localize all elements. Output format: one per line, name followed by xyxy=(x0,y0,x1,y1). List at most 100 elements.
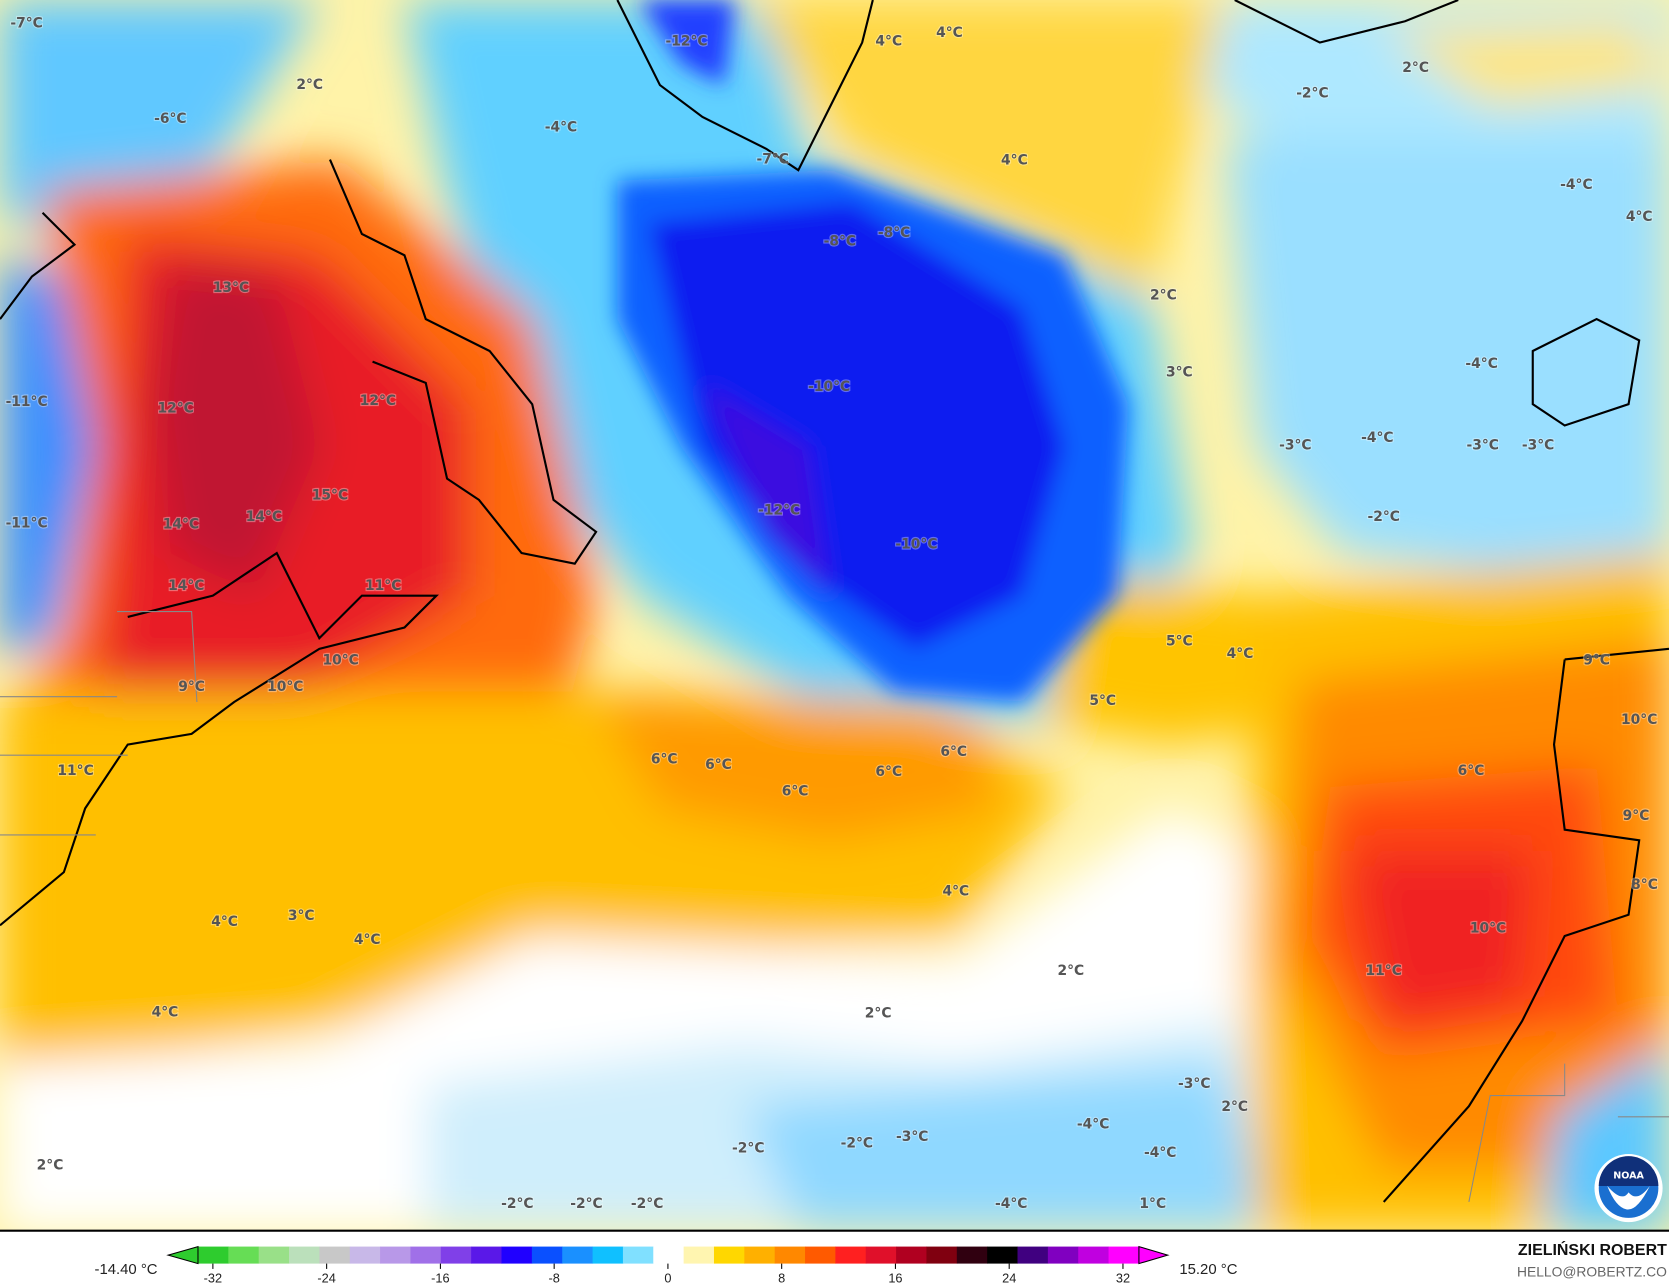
colorbar-swatch xyxy=(471,1246,503,1264)
colorbar-swatch xyxy=(1078,1246,1110,1264)
author-credit: ZIELIŃSKI ROBERT xyxy=(1518,1240,1667,1259)
temperature-label: -3°C xyxy=(1522,438,1554,454)
colorbar-max-label: 15.20 °C xyxy=(1179,1262,1237,1278)
temperature-label: 14°C xyxy=(163,516,199,532)
colorbar-swatch xyxy=(531,1246,563,1264)
colorbar-swatch xyxy=(1017,1246,1049,1264)
colorbar-swatch xyxy=(562,1246,594,1264)
temperature-label: -2°C xyxy=(501,1196,533,1212)
colorbar-tick-label: 24 xyxy=(1002,1271,1016,1286)
temperature-label: 4°C xyxy=(1227,646,1254,662)
colorbar-swatch xyxy=(744,1246,776,1264)
temperature-label: 6°C xyxy=(1458,763,1485,779)
temperature-label: -10°C xyxy=(808,379,850,395)
temperature-label: 6°C xyxy=(875,764,902,780)
temperature-label: 2°C xyxy=(296,77,323,93)
colorbar-swatch xyxy=(713,1246,745,1264)
temperature-label: -4°C xyxy=(1361,430,1393,446)
colorbar-extend-arrow xyxy=(1138,1245,1170,1265)
temperature-label: -6°C xyxy=(154,111,186,127)
colorbar-swatch xyxy=(835,1246,867,1264)
coastlines xyxy=(0,0,1669,1203)
temperature-label: -10°C xyxy=(895,537,937,553)
temperature-label: 2°C xyxy=(1057,963,1084,979)
temperature-label: -4°C xyxy=(545,120,577,136)
temperature-label: -12°C xyxy=(758,503,800,519)
temperature-label: 10°C xyxy=(322,653,358,669)
temperature-label: 2°C xyxy=(865,1006,892,1022)
temperature-label: -4°C xyxy=(1144,1145,1176,1161)
temperature-label: 13°C xyxy=(213,280,249,296)
temperature-label: -2°C xyxy=(841,1135,873,1151)
author-email: HELLO@ROBERTZ.CO xyxy=(1517,1263,1667,1279)
temperature-label: 6°C xyxy=(782,783,809,799)
temperature-label: 10°C xyxy=(1621,712,1657,728)
colorbar-swatch xyxy=(956,1246,988,1264)
temperature-label: 2°C xyxy=(1221,1099,1248,1115)
temperature-label: -3°C xyxy=(1279,438,1311,454)
colorbar: -14.40 °C 15.20 °C -32 -24 -16 -8 0 8 16 24 32 xyxy=(94,1245,1238,1286)
temperature-label: -2°C xyxy=(631,1196,663,1212)
colorbar-tick-label: 16 xyxy=(888,1271,902,1286)
temperature-label: -7°C xyxy=(757,152,789,168)
temperature-label: 15°C xyxy=(312,488,348,504)
temperature-label: 2°C xyxy=(1150,288,1177,304)
colorbar-swatch xyxy=(289,1246,320,1264)
colorbar-swatch xyxy=(349,1246,381,1264)
colorbar-swatch xyxy=(258,1246,290,1264)
colorbar-swatch xyxy=(501,1246,533,1264)
temperature-label: 3°C xyxy=(1166,364,1193,380)
colorbar-min-label: -14.40 °C xyxy=(94,1262,157,1278)
temperature-label: -3°C xyxy=(896,1129,928,1145)
temperature-label: 10°C xyxy=(1470,921,1506,937)
temperature-label: -11°C xyxy=(6,394,48,410)
temperature-label: -2°C xyxy=(732,1141,764,1157)
colorbar-swatch xyxy=(987,1246,1019,1264)
colorbar-swatch xyxy=(197,1246,229,1264)
country-borders xyxy=(0,611,1669,1203)
temperature-label: -4°C xyxy=(1560,177,1592,193)
temperature-label: 4°C xyxy=(936,25,963,41)
colorbar-swatch xyxy=(653,1246,685,1264)
colorbar-tick-label: 8 xyxy=(778,1271,785,1286)
colorbar-swatch xyxy=(865,1246,897,1264)
temperature-label: 4°C xyxy=(354,932,381,948)
colorbar-tick-label: -8 xyxy=(548,1271,559,1286)
temperature-label: -8°C xyxy=(824,233,856,249)
temperature-label: 6°C xyxy=(651,751,678,767)
temperature-label: -3°C xyxy=(1178,1076,1210,1092)
temperature-labels: -7°C -12°C 4°C 4°C 2°C 2°C -6°C -4°C -2°C 4°C -7°C… xyxy=(5,14,1659,1213)
temperature-label: 2°C xyxy=(1402,60,1429,76)
temperature-label: 6°C xyxy=(940,744,967,760)
temperature-label: 4°C xyxy=(875,33,902,49)
colorbar-tick-label: -32 xyxy=(204,1271,222,1286)
colorbar-swatch xyxy=(410,1246,442,1264)
colorbar-extend-arrow xyxy=(166,1245,199,1265)
colorbar-tick-label: 32 xyxy=(1116,1271,1130,1286)
temperature-label: 6°C xyxy=(705,757,732,773)
colorbar-tick-label: -16 xyxy=(431,1271,449,1286)
temperature-label: 4°C xyxy=(1626,209,1653,225)
temperature-label: -2°C xyxy=(570,1196,602,1212)
colorbar-tick-label: -24 xyxy=(317,1271,335,1286)
colorbar-tick-label: 0 xyxy=(664,1271,671,1286)
temperature-label: 10°C xyxy=(267,679,303,695)
temperature-label: 9°C xyxy=(1623,808,1650,824)
colorbar-swatch xyxy=(440,1246,472,1264)
temperature-label: -4°C xyxy=(1077,1116,1109,1132)
temperature-label: 5°C xyxy=(1166,633,1193,649)
colorbar-swatch xyxy=(1047,1246,1079,1264)
colorbar-swatch xyxy=(774,1246,806,1264)
temperature-label: 11°C xyxy=(1366,963,1402,979)
temperature-label: -12°C xyxy=(666,33,708,49)
colorbar-swatch xyxy=(592,1246,624,1264)
temperature-label: 2°C xyxy=(37,1158,64,1174)
svg-text:NOAA: NOAA xyxy=(1613,1171,1644,1182)
temperature-label: 3°C xyxy=(288,908,315,924)
map-area: -7°C -12°C 4°C 4°C 2°C 2°C -6°C -4°C -2°C 4°C -7°C… xyxy=(0,0,1669,1231)
temperature-label: 4°C xyxy=(1001,153,1028,169)
colorbar-swatch xyxy=(1108,1246,1140,1264)
temperature-label: 14°C xyxy=(168,578,204,594)
temperature-label: -4°C xyxy=(995,1196,1027,1212)
temperature-label: -7°C xyxy=(10,15,42,31)
